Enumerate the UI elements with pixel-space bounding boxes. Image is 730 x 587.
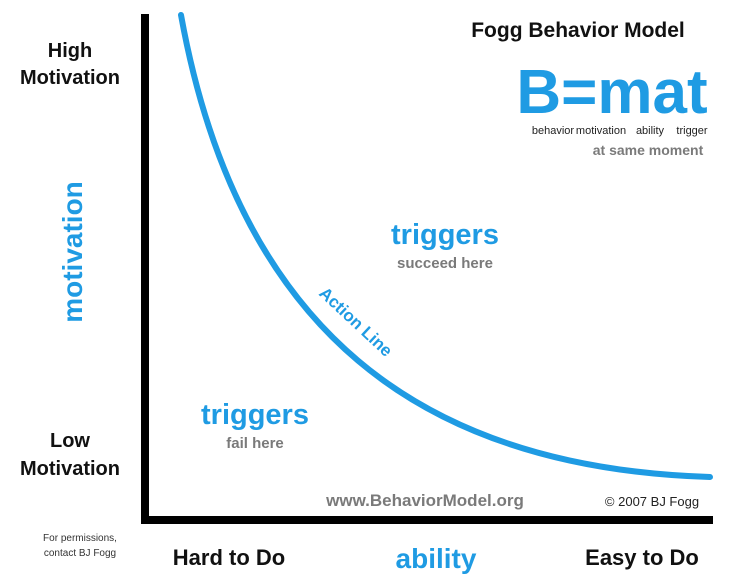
permissions: contact BJ Fogg: [44, 548, 116, 559]
formula-note: at same moment: [593, 142, 704, 158]
formula: B=mat: [516, 58, 707, 127]
y-low-label: Low: [50, 430, 90, 452]
website: www.BehaviorModel.org: [325, 491, 524, 510]
region-label: triggers: [201, 399, 309, 431]
copyright: © 2007 BJ Fogg: [605, 494, 699, 509]
region-sub: fail here: [226, 435, 284, 452]
formula-term: ability: [636, 125, 665, 137]
region-sub: succeed here: [397, 255, 493, 272]
y-high-label: Motivation: [20, 67, 120, 89]
action-line-curve: [178, 12, 713, 480]
title: Fogg Behavior Model: [471, 19, 685, 42]
x-high-label: Easy to Do: [585, 545, 699, 570]
region-label: triggers: [391, 219, 499, 251]
y-low-label: Motivation: [20, 458, 120, 480]
y-high-label: High: [48, 40, 92, 62]
formula-term: motivation: [576, 125, 626, 137]
x-low-label: Hard to Do: [173, 545, 285, 570]
formula-term: trigger: [676, 125, 708, 137]
formula-term: behavior: [532, 125, 575, 137]
x-axis-label: ability: [396, 543, 477, 574]
permissions: For permissions,: [43, 533, 117, 544]
y-axis-label: motivation: [57, 181, 88, 323]
